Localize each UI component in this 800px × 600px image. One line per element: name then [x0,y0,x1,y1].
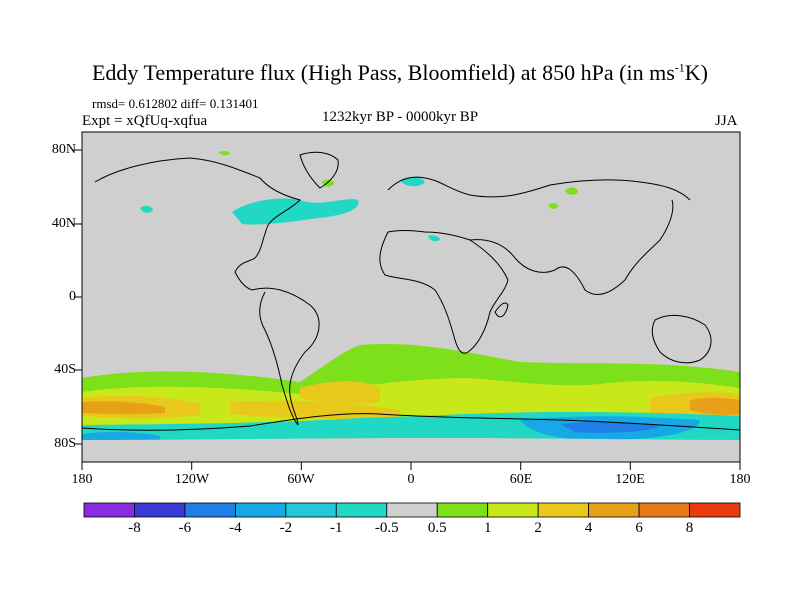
lat-label-80s: 80S [54,436,76,451]
south-america-west-coast [259,291,299,426]
pacific-negative-patch [140,205,153,213]
africa-coast [379,230,509,354]
colorbar-tick-label: 8 [685,520,694,536]
greenland-coast [299,151,339,189]
med-negative-patch [428,235,440,242]
south-asia-coast [469,199,674,295]
lon-label-60e: 60E [509,472,533,487]
period-label: 1232kyr BP - 0000kyr BP [322,109,479,125]
lon-label-0: 0 [407,472,415,487]
season-label: JJA [715,113,738,129]
lon-label-180w: 180 [71,472,93,487]
band-positive-6-east [690,397,740,415]
colorbar-tick-label: 6 [635,520,643,536]
lon-label-120w: 120W [174,472,210,487]
colorbar-tick-label: -0.5 [374,520,399,536]
colorbar [83,502,741,518]
colorbar-swatch [335,502,388,518]
colorbar-swatch [537,502,590,518]
colorbar-swatch [588,502,640,518]
band-positive-6-west [82,401,165,415]
colorbar-tick-label: 0.5 [427,520,447,536]
colorbar-swatch [134,502,186,518]
axis-ticks [74,149,741,470]
colorbar-tick-label: -2 [279,520,293,536]
asia-positive-patch [565,187,578,195]
north-atlantic-negative [232,198,359,225]
colorbar-swatch [234,502,287,518]
coastlines [82,151,740,431]
australia-coast [651,314,712,364]
lat-label-80n: 80N [51,142,76,157]
colorbar-swatch [83,502,135,518]
band-negative-4 [560,421,660,433]
antarctic-interior [82,438,740,462]
map-title: Eddy Temperature flux (High Pass, Bloomf… [91,60,708,85]
experiment-label: Expt = xQfUq-xqfua [82,113,208,129]
lon-label-120e: 120E [615,472,645,487]
north-america-coast [94,157,301,291]
asia-positive-patch-2 [548,203,558,210]
europe-negative-patch [400,177,425,187]
colorbar-tick-label: -6 [178,520,192,536]
flux-field [82,150,740,462]
lat-label-0: 0 [69,289,76,304]
colorbar-swatch [436,502,489,518]
lat-label-40n: 40N [51,216,76,231]
colorbar-tick-label: 1 [483,520,492,536]
south-america-coast [251,287,320,426]
rmsd-diff-stats: rmsd= 0.612802 diff= 0.131401 [92,96,259,111]
colorbar-tick-label: -8 [128,520,141,536]
colorbar-tick-label: 4 [584,520,593,536]
colorbar-swatch [386,502,438,518]
antarctica-coast [82,413,740,431]
madagascar-coast [494,302,509,318]
arctic-positive-patch [219,150,230,156]
eurasia-north-coast [387,176,691,201]
colorbar-swatch [285,502,337,518]
colorbar-tick-label: 2 [534,520,542,536]
lat-label-40s: 40S [54,362,76,377]
colorbar-swatch [487,502,539,518]
lon-label-60w: 60W [287,472,315,487]
colorbar-swatch [184,502,236,518]
lon-label-180e: 180 [729,472,751,487]
band-positive-4-central [230,400,400,419]
colorbar-swatch [689,502,741,518]
colorbar-swatch [638,502,690,518]
colorbar-tick-label: -1 [330,520,343,536]
colorbar-tick-label: -4 [229,520,242,536]
band-positive-4-south-atlantic [300,381,380,404]
